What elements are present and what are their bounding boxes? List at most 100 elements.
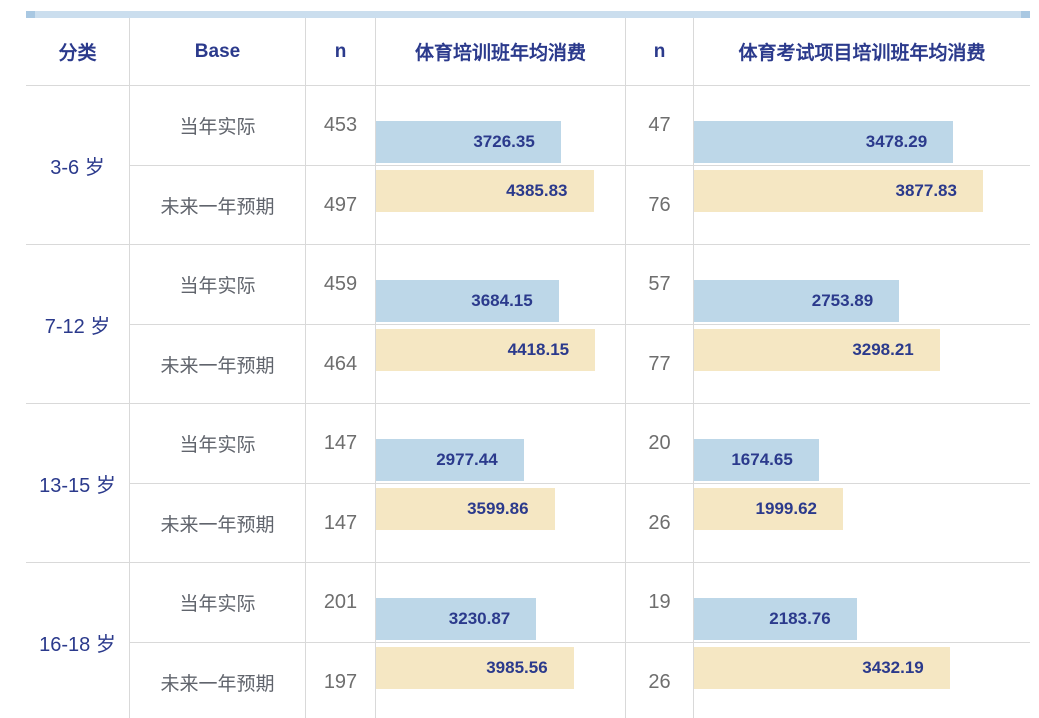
training-bar-cell: 3985.56: [376, 643, 626, 718]
table-row: 当年实际 453 3726.35 47 3478.29: [130, 86, 1030, 165]
base-label: 当年实际: [130, 86, 306, 165]
exam-spend-bar: 1999.62: [694, 488, 843, 530]
header-n-training: n: [306, 18, 376, 85]
n-value: 497: [306, 166, 376, 244]
n-value: 47: [626, 86, 694, 165]
n-value: 464: [306, 325, 376, 403]
table-row: 未来一年预期 147 3599.86 26 1999.62: [130, 483, 1030, 562]
base-label: 未来一年预期: [130, 643, 306, 718]
exam-bar-cell: 2183.76: [694, 563, 1030, 642]
group-rows: 当年实际 453 3726.35 47 3478.29: [130, 86, 1030, 244]
age-group-13-15: 13-15 岁 当年实际 147 2977.44 20 1674.65: [26, 404, 1030, 563]
exam-spend-bar: 2183.76: [694, 598, 857, 640]
header-base: Base: [130, 18, 306, 85]
training-spend-bar: 3726.35: [376, 121, 561, 163]
bar-value-label: 3298.21: [852, 340, 914, 359]
n-value: 201: [306, 563, 376, 642]
n-value: 147: [306, 484, 376, 562]
group-rows: 当年实际 459 3684.15 57 2753.89: [130, 245, 1030, 403]
bar-value-label: 3726.35: [473, 132, 535, 151]
base-label: 当年实际: [130, 245, 306, 324]
age-group-label: 7-12 岁: [26, 245, 130, 403]
bar-value-label: 2753.89: [811, 291, 874, 310]
stripe-left-cap: [26, 11, 35, 18]
n-value: 77: [626, 325, 694, 403]
bar-value-label: 4418.15: [507, 340, 570, 359]
table-row: 未来一年预期 497 4385.83 76 3877.83: [130, 165, 1030, 244]
data-table: 分类 Base n 体育培训班年均消费 n 体育考试项目培训班年均消费 3-6 …: [26, 11, 1030, 718]
training-bar-cell: 3599.86: [376, 484, 626, 562]
n-value: 57: [626, 245, 694, 324]
n-value: 26: [626, 484, 694, 562]
training-bar-cell: 4418.15: [376, 325, 626, 403]
age-group-label: 16-18 岁: [26, 563, 130, 718]
exam-spend-bar: 3298.21: [694, 329, 940, 371]
bar-value-label: 4385.83: [506, 181, 568, 200]
bar-value-label: 3478.29: [865, 132, 928, 151]
training-bar-cell: 3684.15: [376, 245, 626, 324]
training-bar-cell: 3726.35: [376, 86, 626, 165]
bar-value-label: 3599.86: [467, 499, 529, 518]
group-rows: 当年实际 147 2977.44 20 1674.65: [130, 404, 1030, 562]
base-label: 未来一年预期: [130, 166, 306, 244]
bar-value-label: 2183.76: [769, 609, 831, 628]
exam-bar-cell: 2753.89: [694, 245, 1030, 324]
bar-value-label: 2977.44: [436, 450, 498, 469]
n-value: 19: [626, 563, 694, 642]
table-row: 未来一年预期 464 4418.15 77 3298.21: [130, 324, 1030, 403]
exam-bar-cell: 3478.29: [694, 86, 1030, 165]
group-rows: 当年实际 201 3230.87 19 2183.76: [130, 563, 1030, 718]
n-value: 197: [306, 643, 376, 718]
top-accent-stripe: [26, 11, 1030, 18]
training-bar-cell: 2977.44: [376, 404, 626, 483]
header-n-exam: n: [626, 18, 694, 85]
header-category: 分类: [26, 18, 130, 85]
training-spend-bar: 3599.86: [376, 488, 555, 530]
base-label: 未来一年预期: [130, 484, 306, 562]
exam-bar-cell: 3432.19: [694, 643, 1030, 718]
table-row: 当年实际 459 3684.15 57 2753.89: [130, 245, 1030, 324]
exam-spend-bar: 3877.83: [694, 170, 983, 212]
training-spend-bar: 4418.15: [376, 329, 596, 371]
table-row: 当年实际 201 3230.87 19 2183.76: [130, 563, 1030, 642]
training-spend-bar: 3230.87: [376, 598, 537, 640]
base-label: 未来一年预期: [130, 325, 306, 403]
bar-value-label: 1999.62: [755, 499, 817, 518]
n-value: 147: [306, 404, 376, 483]
age-group-3-6: 3-6 岁 当年实际 453 3726.35 47 3478.29: [26, 86, 1030, 245]
bar-value-label: 3877.83: [895, 181, 957, 200]
exam-bar-cell: 3298.21: [694, 325, 1030, 403]
n-value: 76: [626, 166, 694, 244]
header-exam-training-spend: 体育考试项目培训班年均消费: [738, 43, 986, 64]
exam-bar-cell: 3877.83: [694, 166, 1030, 244]
bar-value-label: 3985.56: [486, 658, 548, 677]
training-bar-cell: 3230.87: [376, 563, 626, 642]
table-header-row: 分类 Base n 体育培训班年均消费 n 体育考试项目培训班年均消费: [26, 18, 1030, 86]
header-training-spend: 体育培训班年均消费: [376, 18, 626, 85]
bar-value-label: 3230.87: [448, 609, 511, 628]
base-label: 当年实际: [130, 404, 306, 483]
training-spend-bar: 2977.44: [376, 439, 524, 481]
exam-spend-bar: 2753.89: [694, 280, 900, 322]
stripe-right-cap: [1021, 11, 1030, 18]
table-row: 未来一年预期 197 3985.56 26 3432.19: [130, 642, 1030, 718]
n-value: 26: [626, 643, 694, 718]
exam-bar-cell: 1674.65: [694, 404, 1030, 483]
age-group-7-12: 7-12 岁 当年实际 459 3684.15 57 2753.89: [26, 245, 1030, 404]
exam-spend-bar: 1674.65: [694, 439, 819, 481]
age-group-label: 3-6 岁: [26, 86, 130, 244]
age-group-label: 13-15 岁: [26, 404, 130, 562]
age-group-16-18: 16-18 岁 当年实际 201 3230.87 19 2183.76: [26, 563, 1030, 718]
training-bar-cell: 4385.83: [376, 166, 626, 244]
training-spend-bar: 4385.83: [376, 170, 594, 212]
training-spend-bar: 3985.56: [376, 647, 574, 689]
bar-value-label: 3684.15: [471, 291, 533, 310]
bar-value-label: 3432.19: [862, 658, 924, 677]
exam-spend-bar: 3432.19: [694, 647, 950, 689]
table-row: 当年实际 147 2977.44 20 1674.65: [130, 404, 1030, 483]
n-value: 20: [626, 404, 694, 483]
n-value: 459: [306, 245, 376, 324]
exam-spend-bar: 3478.29: [694, 121, 954, 163]
training-spend-bar: 3684.15: [376, 280, 559, 322]
